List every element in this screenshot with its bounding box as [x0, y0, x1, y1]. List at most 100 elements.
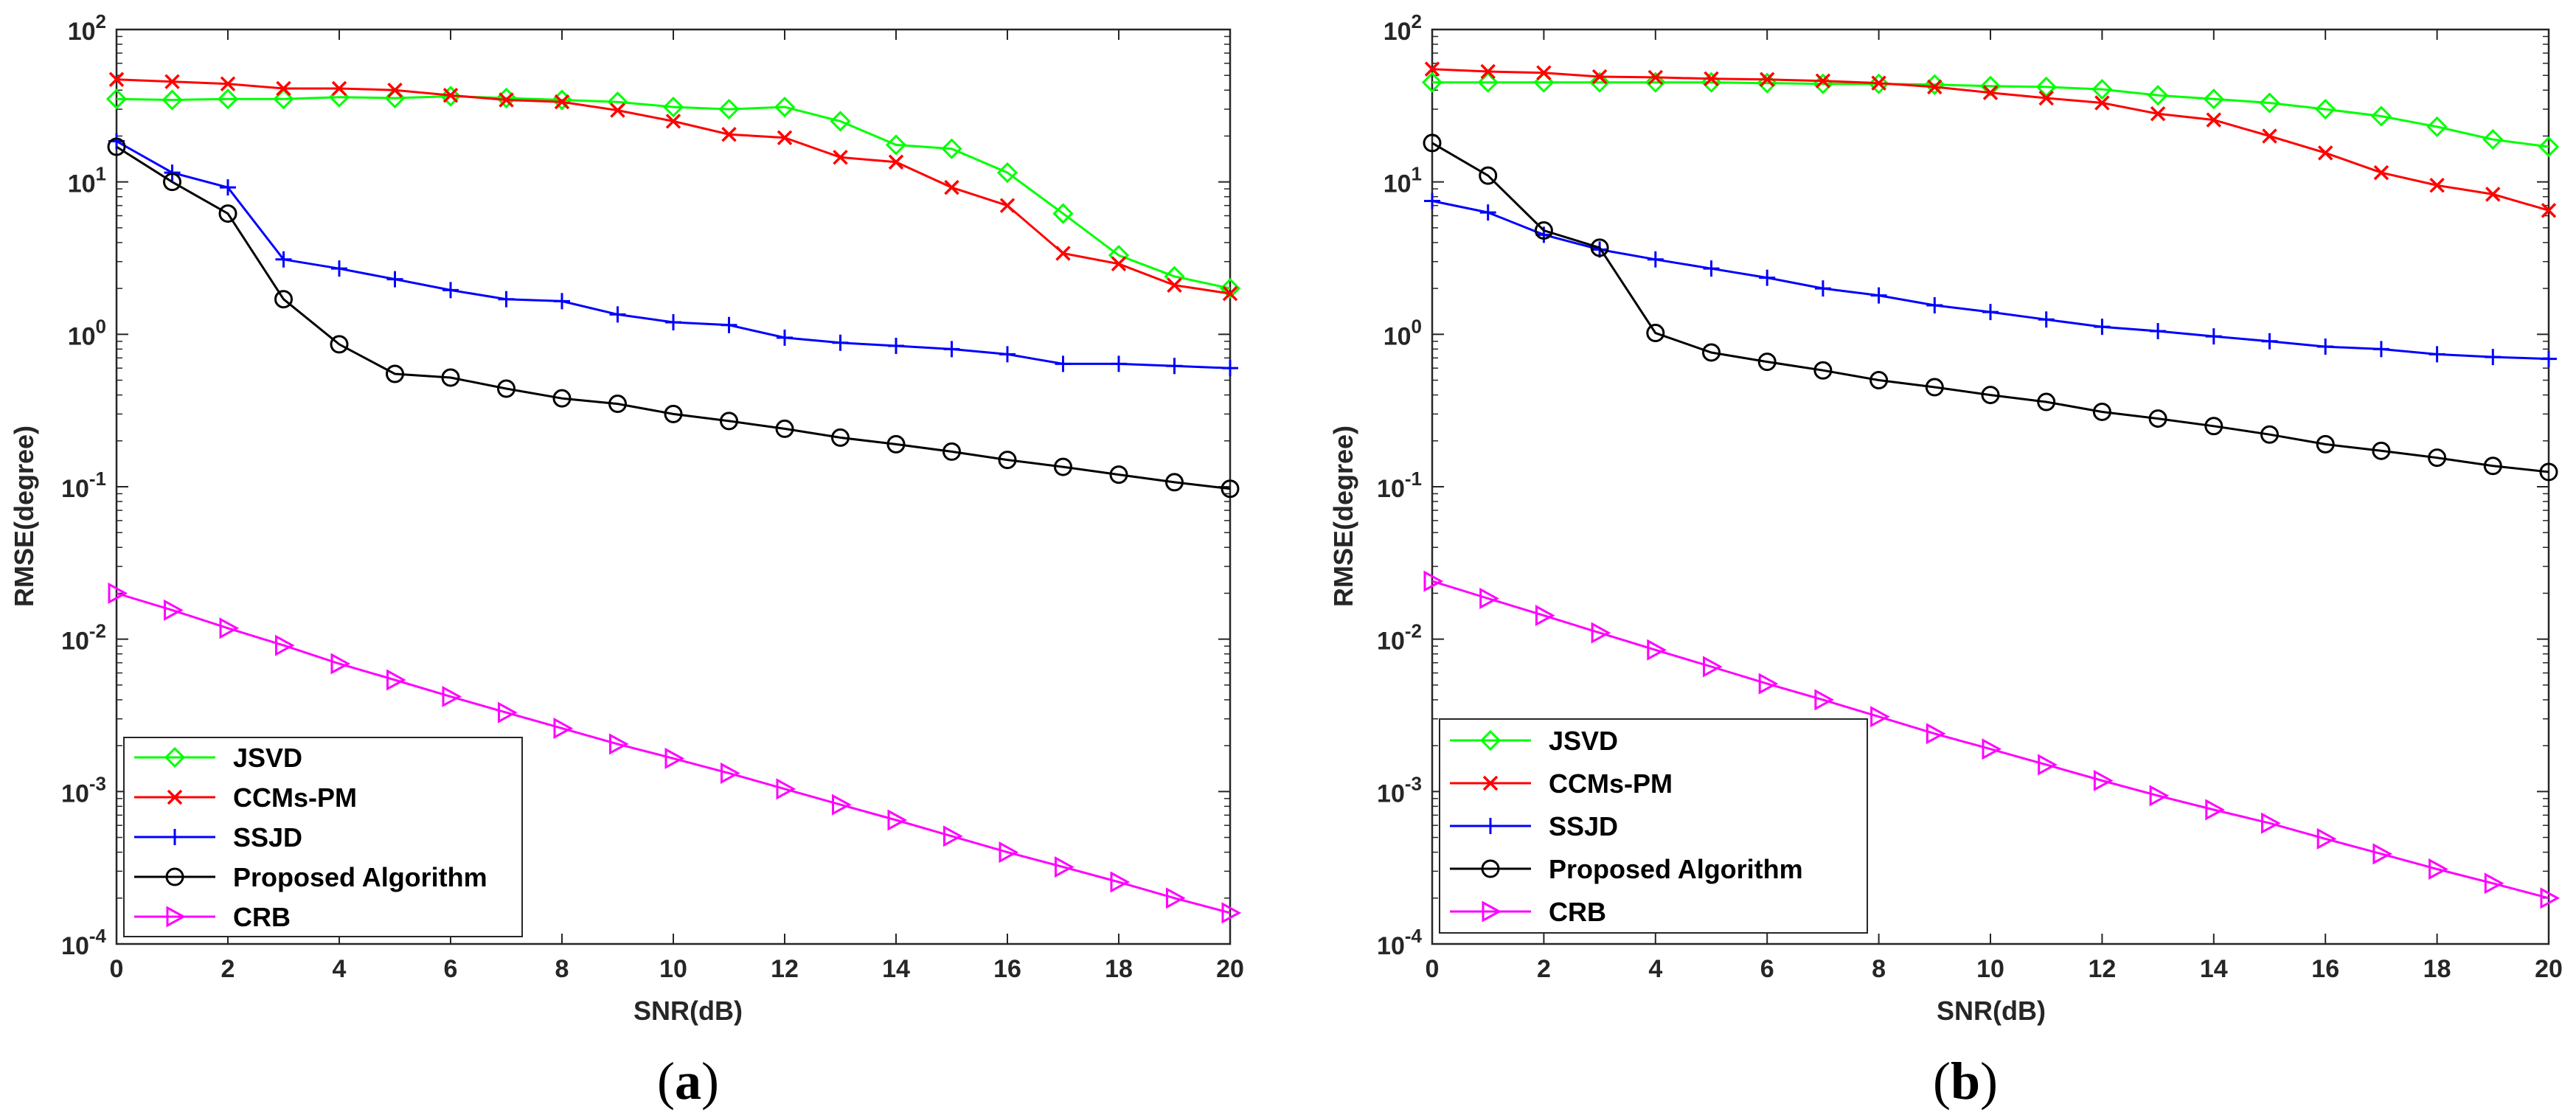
data-point [1645, 72, 1666, 93]
data-point [162, 89, 183, 111]
y-tick-label: 10-3 [61, 772, 106, 808]
panel-label-b: (b) [1933, 1052, 1998, 1111]
y-tick-label: 10-1 [1377, 468, 1422, 503]
data-point [610, 103, 625, 118]
data-point [1479, 204, 1496, 221]
data-point [1423, 570, 1444, 592]
data-point [1222, 285, 1238, 302]
data-point [2203, 88, 2224, 110]
data-point [2147, 85, 2169, 106]
data-point [2316, 434, 2335, 454]
data-point [497, 379, 515, 398]
y-tick-label: 10-2 [61, 620, 106, 656]
data-point [999, 346, 1016, 363]
data-point [2260, 425, 2279, 444]
data-point [996, 162, 1018, 184]
data-point [2373, 164, 2389, 181]
data-point [330, 653, 351, 675]
data-point [2093, 769, 2114, 792]
data-point [1814, 280, 1831, 297]
data-point [2485, 349, 2502, 366]
data-point [2148, 409, 2167, 428]
y-tick-label: 10-4 [1377, 925, 1422, 960]
data-point [2538, 136, 2560, 158]
data-point [2150, 106, 2166, 122]
data-point [1221, 902, 1242, 924]
data-point [441, 368, 460, 387]
series-line-jsvd [1432, 81, 2549, 148]
x-tick-label: 6 [444, 955, 458, 983]
data-point [1109, 465, 1128, 485]
data-point [664, 747, 685, 769]
x-tick-label: 20 [2535, 955, 2563, 983]
data-point [2262, 128, 2277, 144]
data-point [386, 271, 403, 288]
data-point [2372, 441, 2391, 460]
y-tick-label: 101 [68, 163, 106, 198]
data-point [2316, 827, 2337, 850]
y-tick-label: 102 [1384, 10, 1422, 46]
data-point [1647, 251, 1664, 268]
data-point [1534, 221, 1553, 240]
x-tick-label: 18 [1105, 955, 1133, 983]
y-axis-title: RMSE(degree) [1328, 426, 1358, 607]
data-point [1646, 324, 1665, 343]
legend-label: CCMs-PM [233, 782, 357, 813]
data-point [2038, 90, 2054, 106]
data-point [2429, 858, 2448, 880]
data-point [1421, 72, 1443, 93]
data-point [2541, 350, 2557, 367]
data-point [2092, 402, 2111, 421]
data-point [1479, 166, 1498, 185]
data-point [2428, 448, 2447, 468]
series-line-crb [116, 592, 1231, 914]
data-point [554, 94, 570, 110]
data-point [275, 634, 295, 656]
data-point [217, 88, 239, 110]
chart-panel-b: 0 2 4 6 8 10 12 14 16 18 20 10-4 10-3 10-2 10-1 100 101 1… [1328, 10, 2563, 1111]
x-tick-label: 0 [110, 955, 124, 983]
data-point [1704, 71, 1719, 87]
data-point [1424, 192, 1440, 209]
data-point [2150, 322, 2167, 339]
data-point [2206, 112, 2222, 128]
y-tick-label: 100 [68, 315, 106, 350]
data-point [1591, 622, 1611, 644]
x-tick-label: 12 [2088, 955, 2116, 983]
data-point [1979, 75, 2002, 97]
data-point [2370, 105, 2392, 127]
x-tick-label: 6 [1760, 955, 1774, 983]
data-point [2094, 95, 2110, 111]
y-tick-label: 10-3 [1377, 772, 1422, 808]
legend-marker [1481, 859, 1500, 878]
data-point [498, 701, 518, 723]
data-point [1423, 133, 1442, 153]
data-point [777, 329, 793, 346]
legend-label: CRB [233, 902, 291, 932]
data-point [2035, 76, 2057, 97]
data-point [2038, 754, 2058, 776]
data-point [2149, 785, 2170, 807]
x-tick-label: 4 [1648, 955, 1662, 983]
data-point [718, 98, 740, 120]
data-point [2483, 456, 2502, 476]
series-line-proposed-algorithm [1431, 142, 2549, 473]
data-point [164, 599, 184, 621]
data-point [1591, 69, 1608, 85]
data-point [498, 291, 515, 308]
data-point [832, 794, 852, 816]
data-point [2317, 338, 2334, 355]
data-point [386, 669, 406, 691]
x-tick-label: 16 [993, 955, 1021, 983]
data-point [273, 88, 294, 110]
data-point [665, 114, 681, 129]
data-point [999, 198, 1016, 213]
data-point [1871, 75, 1886, 91]
data-point [1110, 871, 1131, 893]
data-point [1869, 371, 1889, 390]
data-point [499, 92, 514, 108]
data-point [2037, 392, 2056, 412]
data-point [662, 96, 684, 118]
data-point [1590, 238, 1609, 257]
data-point [442, 686, 462, 708]
